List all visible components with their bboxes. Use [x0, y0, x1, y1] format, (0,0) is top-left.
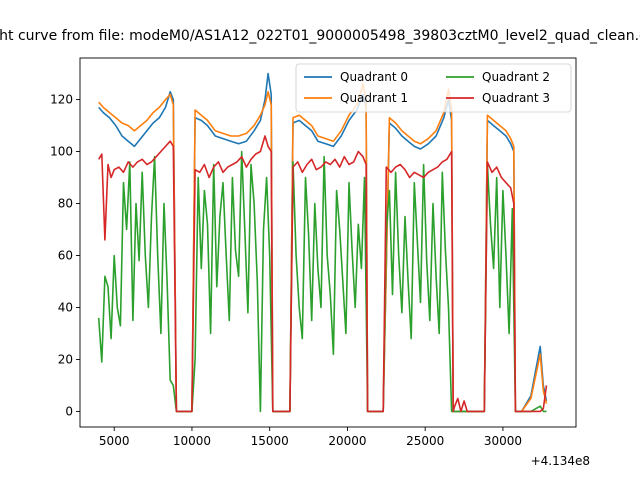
- series-line-3: [98, 135, 548, 413]
- legend-box: [295, 63, 572, 113]
- axes-frame: [79, 57, 577, 428]
- legend-label-3: Quadrant 3: [482, 91, 550, 105]
- legend-label-1: Quadrant 1: [340, 91, 408, 105]
- legend-label-2: Quadrant 2: [482, 70, 550, 84]
- legend: Quadrant 0 Quadrant 1 Quadrant 2 Quadrant 3: [295, 63, 572, 113]
- x-tick-label: 5000: [99, 434, 130, 448]
- x-tick-label: 25000: [406, 434, 444, 448]
- y-tick-label: 0: [65, 404, 73, 418]
- x-offset-label: +4.134e8: [531, 454, 590, 468]
- series-line-2: [97, 150, 547, 413]
- series-layer: [97, 72, 548, 413]
- x-tick-label: 10000: [173, 434, 211, 448]
- x-tick-label: 20000: [328, 434, 366, 448]
- y-tick-label: 100: [50, 145, 73, 159]
- x-tick-label: 15000: [251, 434, 289, 448]
- y-tick-label: 20: [58, 352, 73, 366]
- y-tick-label: 120: [50, 93, 73, 107]
- x-tick-label: 30000: [484, 434, 522, 448]
- axes-layer: 5000 10000 15000 20000 25000 30000 0 20 40 60 80 10…: [50, 57, 577, 448]
- legend-label-0: Quadrant 0: [340, 70, 408, 84]
- y-tick-label: 60: [58, 248, 73, 262]
- y-tick-label: 80: [58, 197, 73, 211]
- y-tick-label: 40: [58, 300, 73, 314]
- chart-title: Light curve from file: modeM0/AS1A12_022…: [0, 28, 640, 44]
